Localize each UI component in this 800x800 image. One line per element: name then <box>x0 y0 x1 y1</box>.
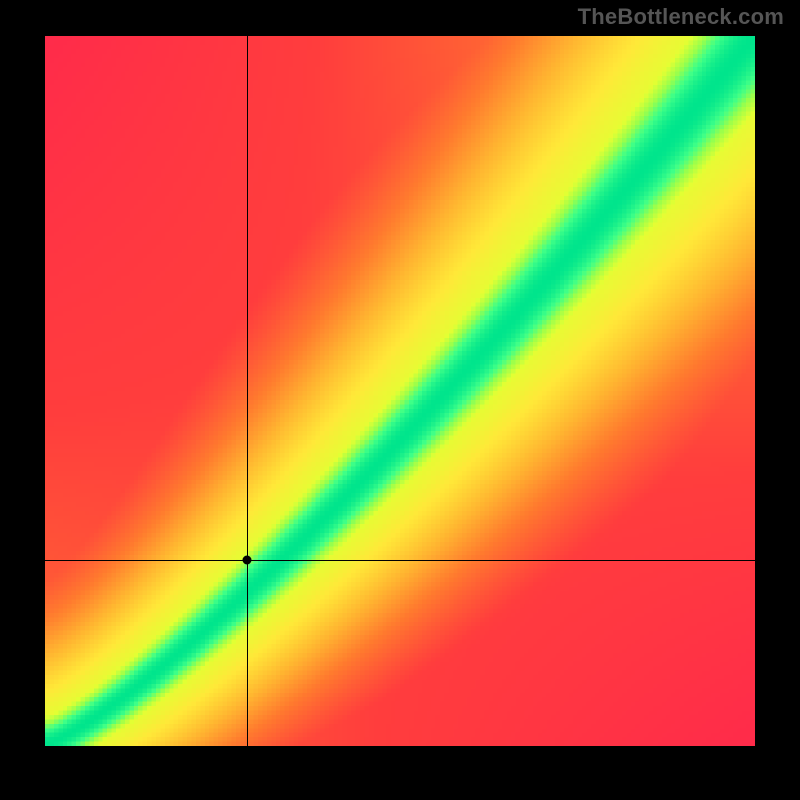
crosshair-vertical <box>247 36 248 746</box>
crosshair-marker-dot <box>243 555 252 564</box>
crosshair-horizontal <box>45 560 755 561</box>
chart-container: TheBottleneck.com <box>0 0 800 800</box>
heatmap-canvas <box>45 36 755 746</box>
watermark-text: TheBottleneck.com <box>578 4 784 30</box>
